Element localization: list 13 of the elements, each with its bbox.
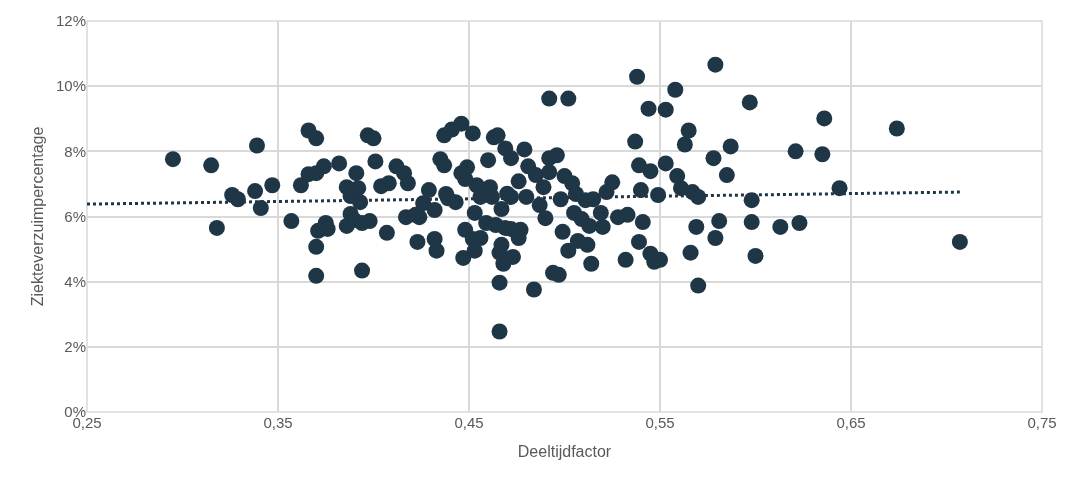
x-axis-title: Deeltijdfactor bbox=[517, 442, 612, 460]
y-tick-label: 2% bbox=[64, 338, 86, 356]
x-tick-label: 0,65 bbox=[836, 414, 866, 431]
y-tick-label: 4% bbox=[64, 272, 86, 290]
x-tick-label: 0,75 bbox=[1027, 414, 1057, 431]
y-tick-label: 12% bbox=[55, 12, 86, 30]
x-tick-label: 0,45 bbox=[454, 414, 484, 431]
x-tick-label: 0,35 bbox=[263, 414, 293, 431]
y-tick-label: 10% bbox=[55, 77, 86, 95]
y-tick-label: 8% bbox=[64, 142, 86, 160]
y-axis-title: Ziekteverzuimpercentage bbox=[28, 126, 46, 307]
y-tick-label: 6% bbox=[64, 207, 86, 225]
x-tick-label: 0,55 bbox=[645, 414, 675, 431]
